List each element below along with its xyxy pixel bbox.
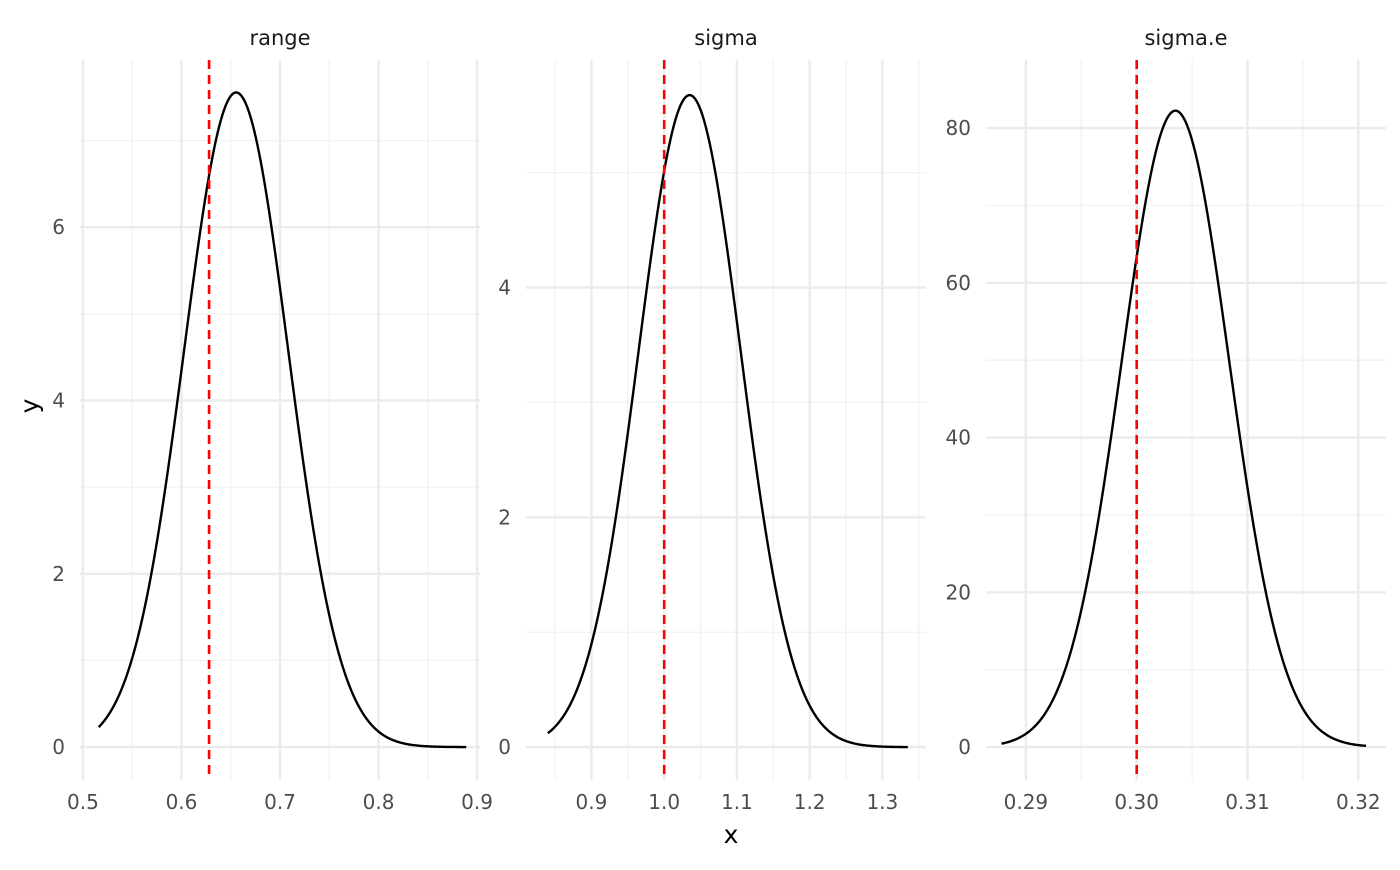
y-tick-label: 0 bbox=[958, 735, 971, 759]
y-axis-title: y bbox=[15, 398, 44, 413]
x-tick-label: 1.1 bbox=[721, 790, 753, 814]
y-tick-label: 20 bbox=[946, 580, 971, 604]
panel-title: sigma bbox=[694, 26, 757, 50]
density-curve bbox=[97, 91, 467, 749]
density-curve bbox=[547, 93, 908, 749]
panel-title: range bbox=[249, 26, 310, 50]
x-tick-label: 1.0 bbox=[648, 790, 680, 814]
y-tick-label: 80 bbox=[946, 116, 971, 140]
x-tick-label: 0.9 bbox=[576, 790, 608, 814]
x-tick-label: 1.3 bbox=[866, 790, 898, 814]
x-tick-label: 1.2 bbox=[794, 790, 826, 814]
x-tick-label: 0.32 bbox=[1336, 790, 1381, 814]
y-tick-label: 0 bbox=[498, 735, 511, 759]
y-tick-label: 0 bbox=[52, 735, 65, 759]
x-tick-label: 0.8 bbox=[363, 790, 395, 814]
x-tick-label: 0.31 bbox=[1225, 790, 1270, 814]
x-tick-label: 0.6 bbox=[166, 790, 198, 814]
panel-range: 0.5 0.6 0.7 0.8 0.9 0 2 4 6 range bbox=[52, 26, 493, 814]
x-tick-label: 0.30 bbox=[1114, 790, 1159, 814]
y-tick-label: 4 bbox=[498, 276, 511, 300]
y-tick-label: 2 bbox=[52, 562, 65, 586]
panel-sigma: 0.9 1.0 1.1 1.2 1.3 0 2 4 sigma bbox=[498, 26, 926, 814]
y-tick-label: 2 bbox=[498, 505, 511, 529]
y-tick-label: 40 bbox=[946, 426, 971, 450]
x-tick-label: 0.5 bbox=[67, 790, 99, 814]
panel-title: sigma.e bbox=[1144, 26, 1227, 50]
y-tick-label: 6 bbox=[52, 215, 65, 239]
x-tick-label: 0.7 bbox=[264, 790, 296, 814]
x-tick-label: 0.9 bbox=[461, 790, 493, 814]
x-tick-label: 0.29 bbox=[1004, 790, 1049, 814]
x-axis-title: x bbox=[724, 820, 739, 849]
panel-sigma-e: 0.29 0.30 0.31 0.32 0 20 40 60 80 sigma.e bbox=[946, 26, 1386, 814]
y-tick-label: 4 bbox=[52, 389, 65, 413]
density-curve bbox=[1001, 109, 1367, 748]
y-tick-label: 60 bbox=[946, 271, 971, 295]
